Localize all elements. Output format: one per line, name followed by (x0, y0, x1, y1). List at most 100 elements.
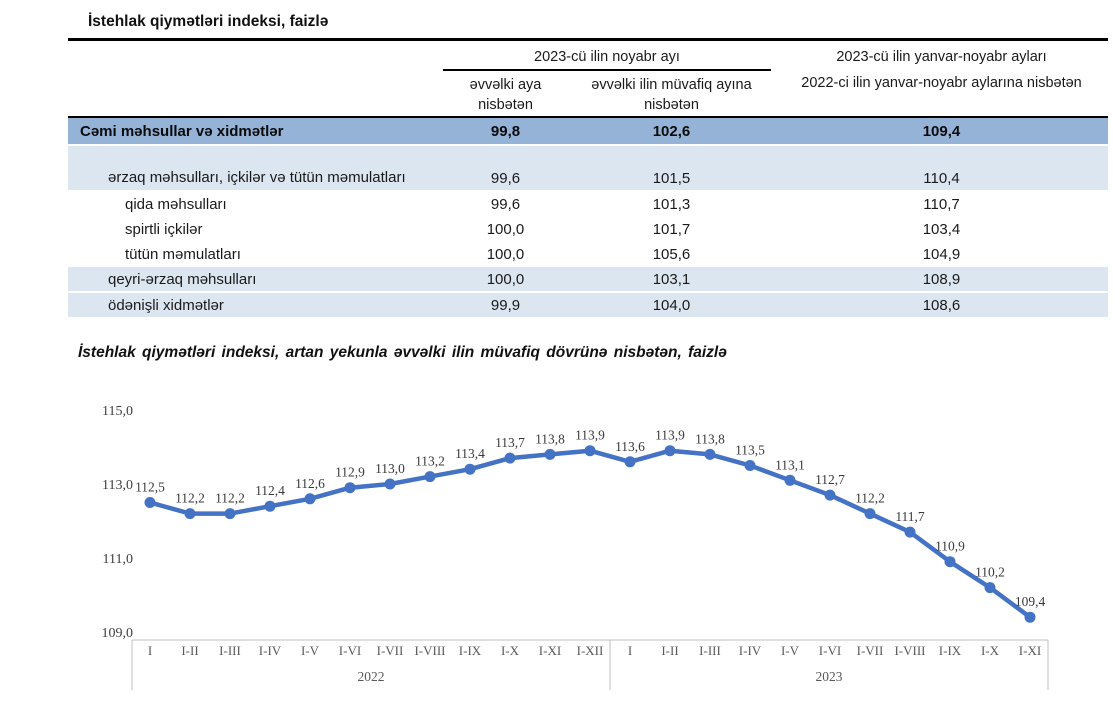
table-row: qida məhsulları 99,6 101,3 110,7 (68, 192, 1108, 217)
data-point-marker (784, 474, 796, 486)
data-point-label: 113,9 (655, 428, 685, 443)
y-axis-tick-label: 109,0 (102, 626, 134, 641)
y-axis-tick-label: 111,0 (103, 552, 133, 567)
x-axis-tick-label: I-VI (339, 643, 361, 658)
header-empty-cell (68, 41, 443, 116)
data-point-label: 113,9 (575, 428, 605, 443)
table-row: ödənişli xidmətlər 99,9 104,0 108,6 (68, 293, 1108, 319)
data-point-label: 112,6 (295, 476, 325, 491)
table-row: spirtli içkilər 100,0 101,7 103,4 (68, 217, 1108, 242)
data-point-label: 110,9 (935, 539, 965, 554)
row-value: 99,9 (490, 296, 521, 314)
x-axis-tick-label: I-VII (857, 643, 884, 658)
row-value: 99,6 (490, 196, 521, 213)
x-axis-tick-label: I-V (781, 643, 800, 658)
data-point-label: 109,4 (1015, 594, 1046, 609)
data-point-label: 113,1 (775, 457, 805, 472)
x-axis-tick-label: I-XI (1019, 643, 1041, 658)
data-point-label: 113,8 (535, 431, 565, 446)
row-value: 102,6 (652, 122, 691, 140)
x-axis-tick-label: I-VII (377, 643, 404, 658)
header-cumulative: 2023-cü ilin yanvar-noyabr ayları 2022-c… (775, 41, 1108, 116)
data-point-marker (184, 508, 196, 520)
data-point-marker (264, 500, 276, 512)
row-value: 103,1 (652, 270, 691, 288)
cpi-line-series (147, 448, 1033, 620)
data-point-marker (544, 448, 556, 460)
row-value: 110,4 (923, 170, 960, 187)
chart-title: İstehlak qiymətləri indeksi, artan yekun… (78, 344, 727, 361)
y-axis-tick-label: 115,0 (102, 404, 133, 419)
header-vs-prev-month: əvvəlki aya nisbətən (469, 77, 542, 113)
data-point-marker (1024, 611, 1036, 623)
data-point-marker (984, 582, 996, 594)
x-axis-tick-label: I-V (301, 643, 320, 658)
table-body: Cəmi məhsullar və xidmətlər 99,8 102,6 109,… (68, 116, 1108, 319)
row-label: qeyri-ərzaq məhsulları (108, 270, 257, 288)
row-label: qida məhsulları (125, 196, 227, 213)
data-point-marker (344, 482, 356, 494)
x-axis-tick-label: I-X (501, 643, 520, 658)
row-label: spirtli içkilər (125, 221, 203, 238)
row-value: 109,4 (922, 122, 961, 140)
data-point-marker (944, 556, 956, 568)
x-axis-tick-label: I-III (699, 643, 721, 658)
header-cumulative-line1: 2023-cü ilin yanvar-noyabr ayları (836, 49, 1047, 65)
x-axis-tick-label: I-II (661, 643, 678, 658)
data-point-marker (704, 448, 716, 460)
data-point-marker (304, 493, 316, 505)
data-point-label: 112,5 (135, 480, 165, 495)
x-axis-tick-label: I-VI (819, 643, 841, 658)
row-value: 101,7 (652, 221, 691, 238)
data-point-label: 112,2 (175, 491, 205, 506)
row-value: 108,6 (922, 296, 961, 314)
data-point-marker (504, 452, 516, 464)
row-value: 100,0 (486, 270, 525, 288)
row-value: 108,9 (922, 270, 961, 288)
cpi-table-section: İstehlak qiymətləri indeksi, faizlə 2023… (68, 6, 1108, 319)
table-title: İstehlak qiymətləri indeksi, faizlə (68, 6, 1108, 41)
header-november-group: 2023-cü ilin noyabr ayı (443, 41, 771, 71)
table-row: qeyri-ərzaq məhsulları 100,0 103,1 108,9 (68, 267, 1108, 293)
x-axis-tick-label: I-XI (539, 643, 561, 658)
row-label: tütün məmulatları (125, 246, 241, 263)
x-axis-tick-label: I-II (181, 643, 198, 658)
x-axis-tick-label: I (628, 643, 632, 658)
data-point-marker (664, 445, 676, 457)
x-axis-tick-label: I-X (981, 643, 1000, 658)
row-value: 100,0 (486, 221, 525, 238)
data-point-marker (904, 526, 916, 538)
data-point-label: 113,2 (415, 454, 445, 469)
header-cumulative-line2: 2022-ci ilin yanvar-noyabr aylarına nisb… (801, 75, 1082, 91)
table-row: tütün məmulatları 100,0 105,6 104,9 (68, 242, 1108, 267)
data-point-label: 112,7 (815, 472, 845, 487)
data-point-label: 112,2 (855, 491, 885, 506)
row-value: 99,6 (490, 170, 521, 187)
data-point-marker (744, 460, 756, 471)
data-point-marker (824, 489, 836, 501)
data-point-label: 112,4 (255, 483, 285, 498)
data-point-marker (864, 508, 876, 520)
x-axis-tick-label: I-VIII (414, 643, 445, 658)
data-point-label: 113,5 (735, 443, 765, 458)
data-point-label: 112,9 (335, 465, 365, 480)
data-point-label: 113,6 (615, 439, 645, 454)
data-point-label: 113,7 (495, 435, 525, 450)
data-point-label: 113,0 (375, 461, 405, 476)
data-point-label: 111,7 (895, 509, 925, 524)
data-point-marker (144, 497, 156, 508)
row-value: 99,8 (490, 122, 521, 140)
row-value: 110,7 (923, 196, 960, 213)
data-point-marker (464, 463, 476, 475)
table-row: ərzaq məhsulları, içkilər və tütün məmul… (68, 146, 1108, 192)
header-vs-same-month-prev-year: əvvəlki ilin müvafiq ayına nisbətən (591, 77, 752, 113)
row-label: ərzaq məhsulları, içkilər və tütün məmul… (108, 169, 406, 186)
x-axis-tick-label: I-IX (459, 643, 482, 658)
x-axis-tick-label: I-VIII (894, 643, 925, 658)
row-value: 101,5 (652, 170, 691, 187)
x-axis-tick-label: I-IV (259, 643, 282, 658)
data-point-marker (584, 445, 596, 457)
row-value: 104,9 (922, 246, 961, 263)
x-axis-year-label: 2023 (816, 669, 843, 684)
